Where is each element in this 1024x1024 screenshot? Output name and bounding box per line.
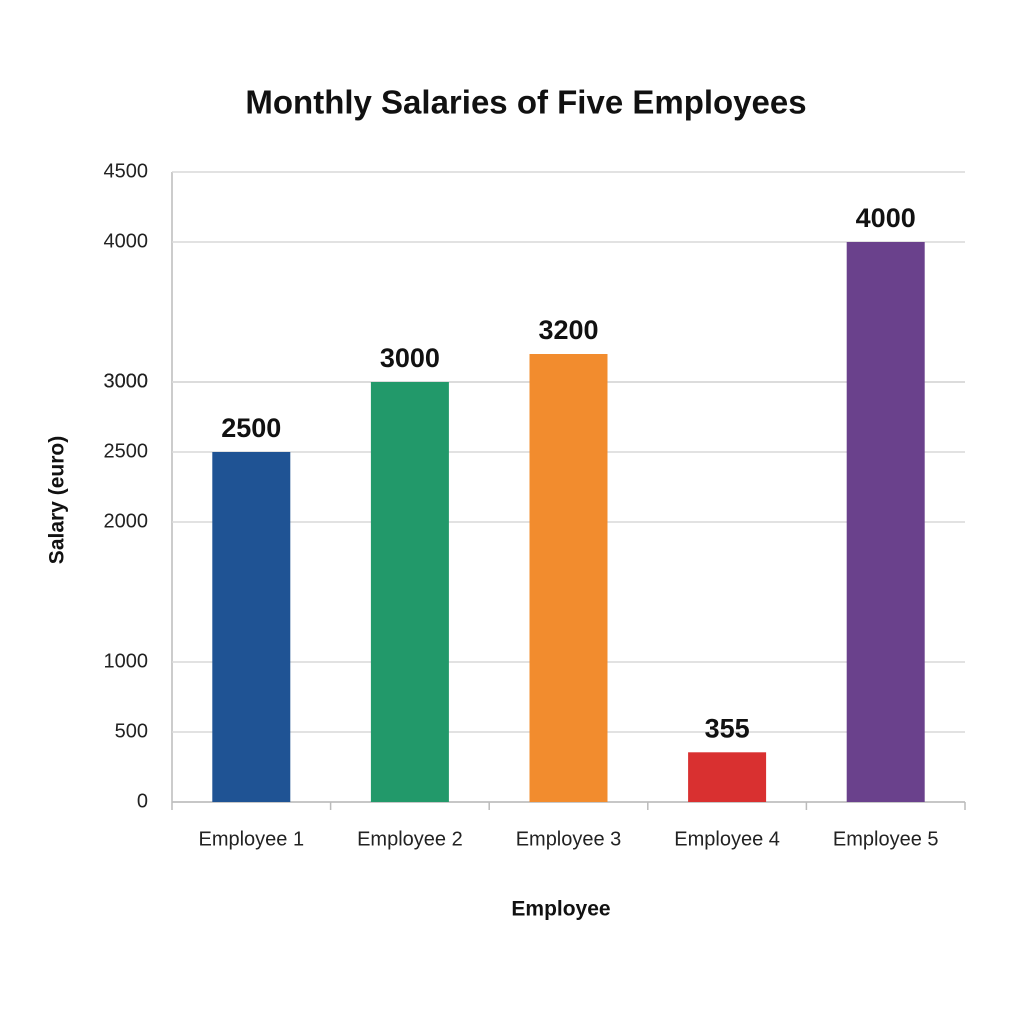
data-label: 4000 (856, 203, 916, 233)
bar (688, 752, 767, 802)
y-tick-label: 2000 (104, 510, 149, 532)
bar (846, 242, 925, 802)
bar (370, 382, 449, 802)
y-tick-label: 2500 (104, 440, 149, 462)
y-tick-label: 4000 (104, 230, 149, 252)
x-tick-label: Employee 5 (833, 828, 939, 850)
data-label: 3200 (538, 315, 598, 345)
x-tick-label: Employee 1 (198, 828, 304, 850)
y-tick-label: 3000 (104, 370, 149, 392)
chart-title: Monthly Salaries of Five Employees (245, 84, 806, 121)
y-tick-label: 0 (137, 790, 148, 812)
x-tick-label: Employee 3 (516, 828, 622, 850)
y-tick-label: 3000 (104, 370, 149, 392)
y-tick-label: 4500 (104, 160, 149, 182)
data-label: 2500 (221, 413, 281, 443)
y-axis-label: Salary (euro) (46, 436, 69, 564)
data-label: 355 (705, 713, 750, 743)
data-label: 3000 (380, 343, 440, 373)
bar (529, 354, 608, 802)
y-tick-label: 500 (115, 720, 148, 742)
x-tick-label: Employee 4 (674, 828, 780, 850)
bar (212, 452, 291, 802)
x-axis-label: Employee (511, 898, 610, 921)
y-tick-label: 1000 (104, 650, 149, 672)
x-tick-label: Employee 2 (357, 828, 463, 850)
